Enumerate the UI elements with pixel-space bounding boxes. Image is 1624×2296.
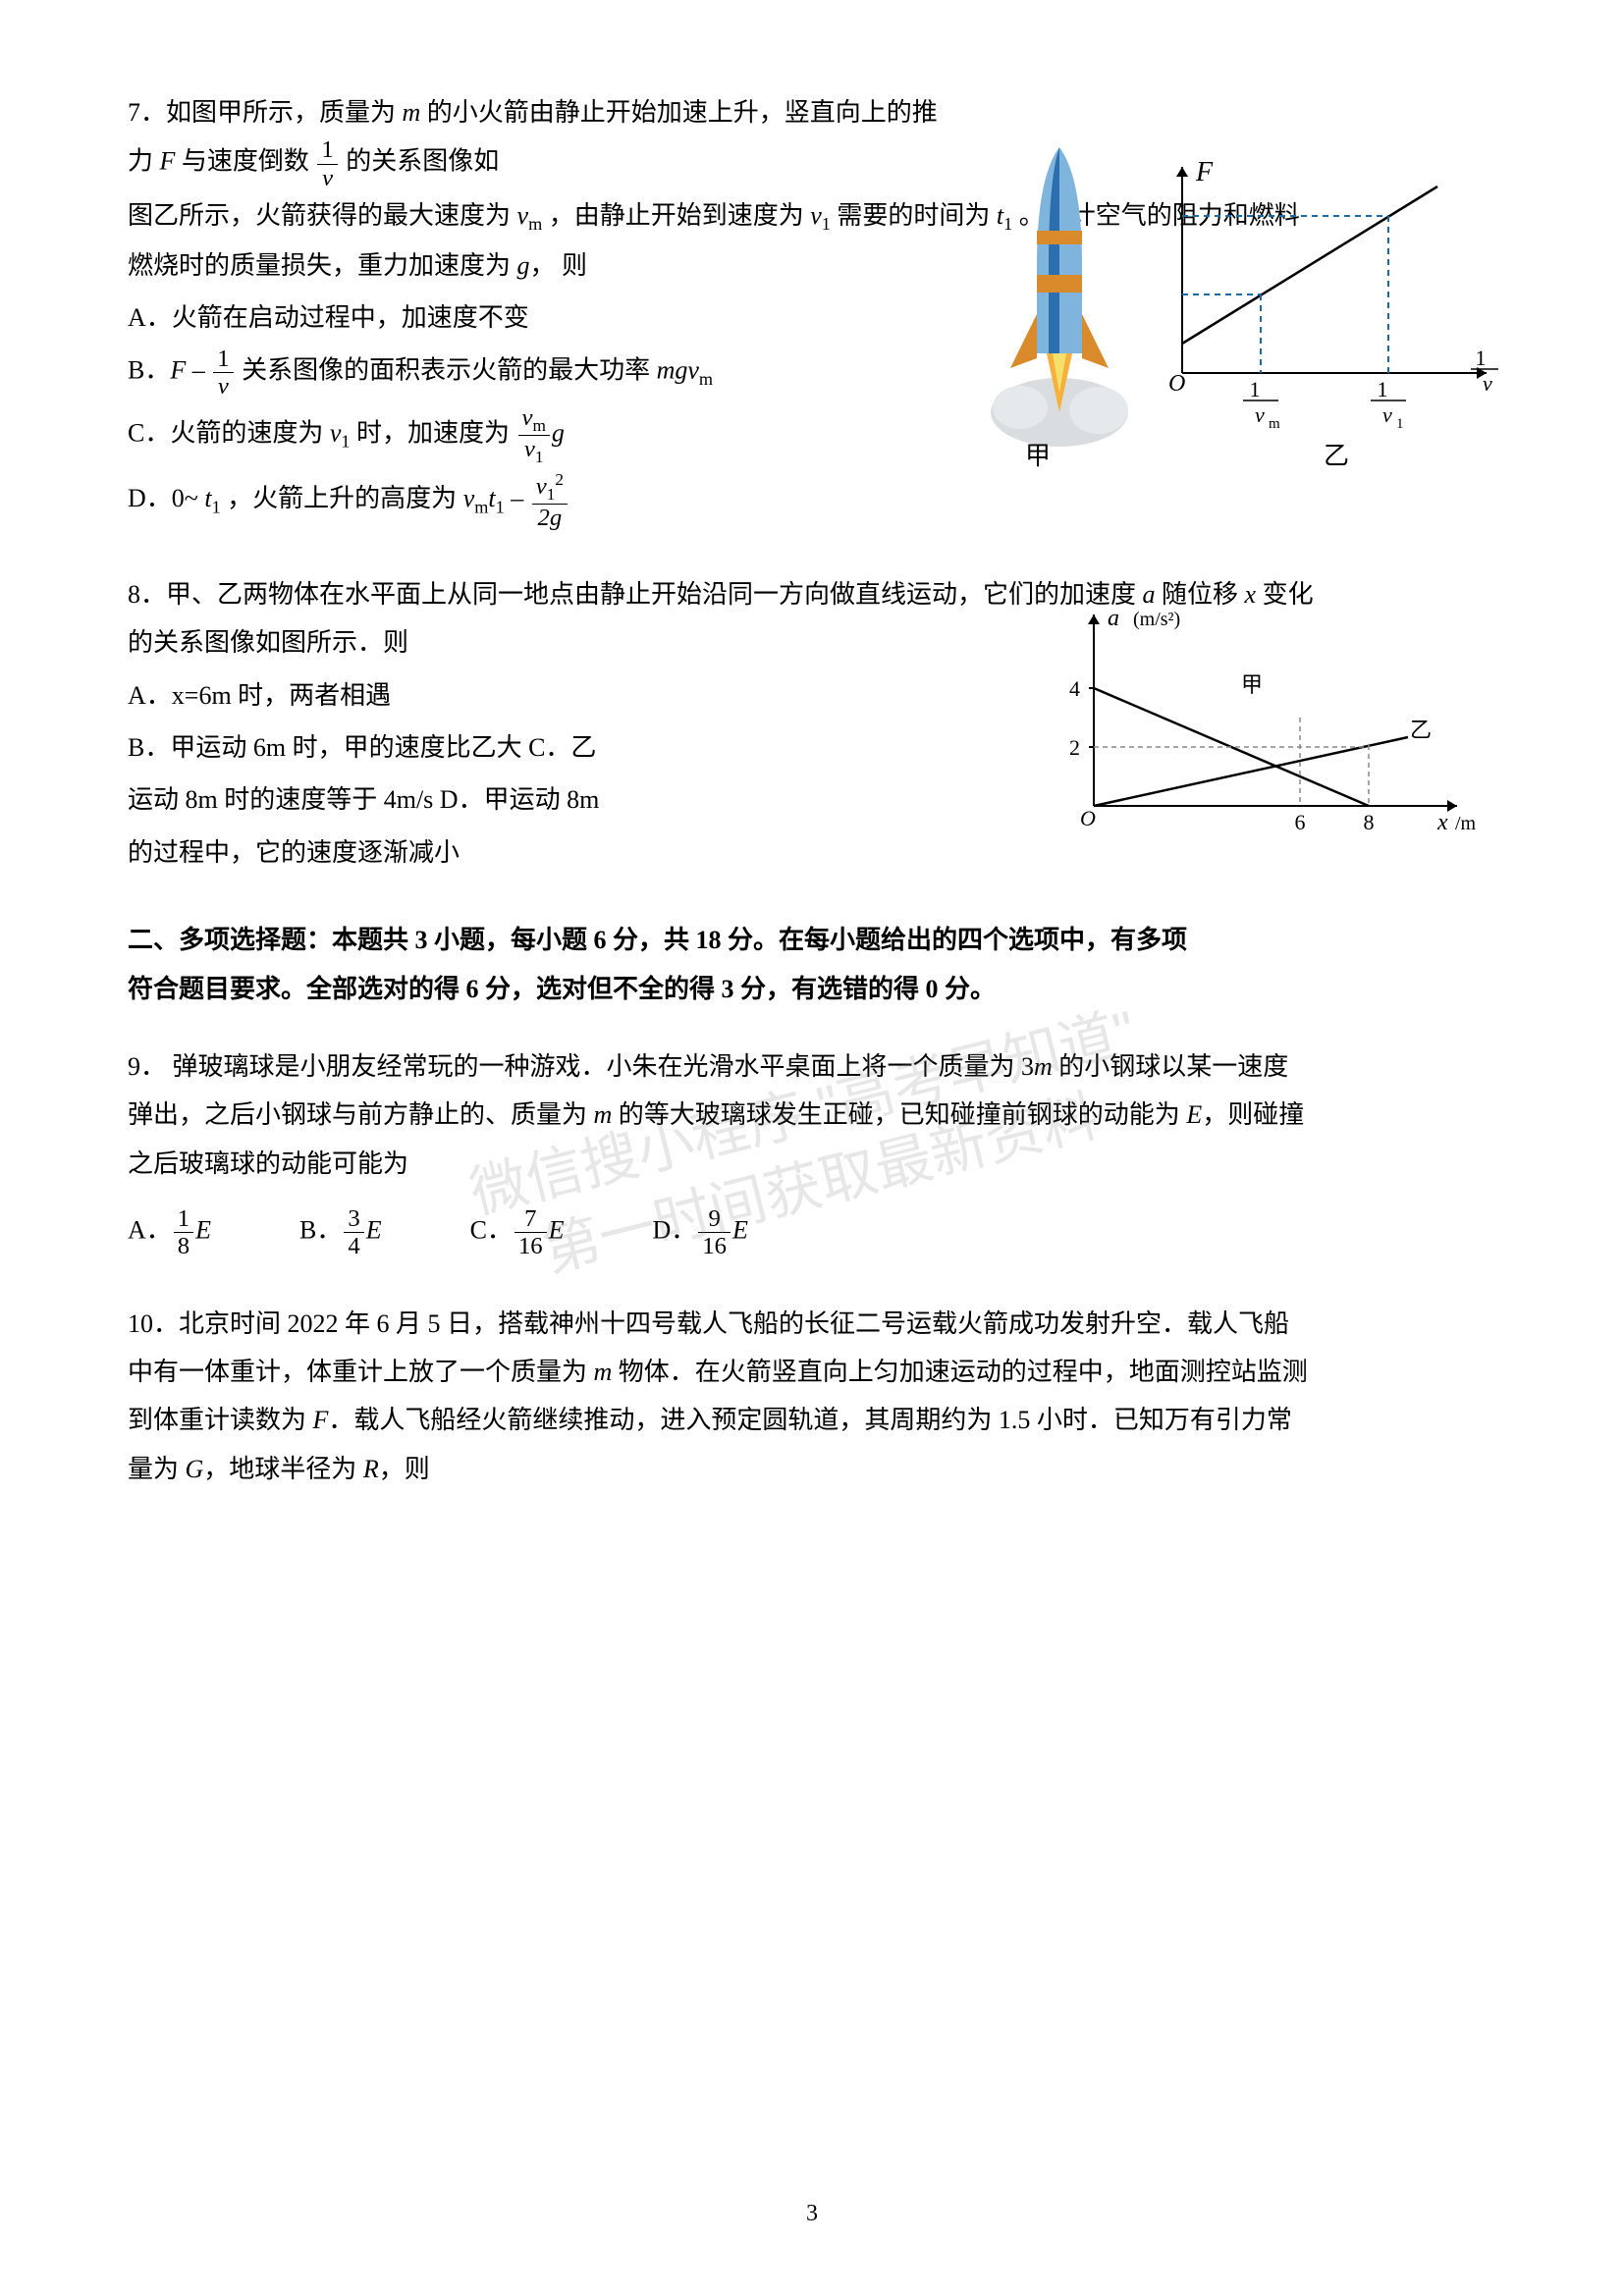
svg-text:甲: 甲	[1241, 672, 1263, 697]
q8-graph: 2 4 6 8 a (m/s²) x /m O 甲 乙	[1045, 600, 1477, 855]
svg-text:(m/s²): (m/s²)	[1133, 609, 1180, 630]
section-2-title: 二、多项选择题：本题共 3 小题，每小题 6 分，共 18 分。在每小题给出的四…	[128, 916, 1496, 1013]
q9-option-d: D．916E	[653, 1205, 748, 1259]
q8-number: 8	[128, 580, 140, 609]
svg-text:v: v	[1483, 371, 1492, 396]
q10-line1: 10．北京时间 2022 年 6 月 5 日，搭载神州十四号载人飞船的长征二号运…	[128, 1300, 1496, 1348]
svg-text:1: 1	[1378, 377, 1388, 401]
q7-option-c: C．火箭的速度为 v1 时，加速度为 vmv1g	[128, 404, 948, 466]
svg-text:1: 1	[1250, 377, 1261, 401]
q9-number: 9	[128, 1052, 140, 1081]
page-number: 3	[806, 2201, 818, 2227]
svg-text:1: 1	[1476, 346, 1487, 370]
q8-text: 8．甲、乙两物体在水平面上从同一地点由静止开始沿同一方向做直线运动，它们的加速度…	[128, 570, 948, 877]
svg-text:v: v	[1382, 402, 1392, 427]
axis-F-label: F	[1195, 157, 1214, 187]
q10-number: 10	[128, 1309, 153, 1338]
q10-line2: 中有一体重计，体重计上放了一个质量为 m 物体．在火箭竖直向上匀加速运动的过程中…	[128, 1348, 1496, 1396]
q7-stem-line3: 燃烧时的质量损失，重力加速度为 g， 则	[128, 241, 948, 290]
q9-option-b: B．34E	[299, 1205, 382, 1259]
question-10: 10．北京时间 2022 年 6 月 5 日，搭载神州十四号载人飞船的长征二号运…	[128, 1300, 1496, 1494]
q7-option-b: B．F – 1v 关系图像的面积表示火箭的最大功率 mgvm	[128, 346, 948, 400]
question-7: 7．如图甲所示，质量为 m 的小火箭由静止开始加速上升，竖直向上的推力 F 与速…	[128, 88, 1496, 531]
svg-text:8: 8	[1364, 810, 1375, 834]
q7-figures: 甲 F O 1 v	[956, 157, 1506, 510]
q9-stem-line2: 弹出，之后小钢球与前方静止的、质量为 m 的等大玻璃球发生正碰，已知碰撞前钢球的…	[128, 1091, 1496, 1139]
svg-text:乙: 乙	[1410, 718, 1432, 742]
question-8: 8．甲、乙两物体在水平面上从同一地点由静止开始沿同一方向做直线运动，它们的加速度…	[128, 570, 1496, 877]
svg-text:6: 6	[1295, 810, 1306, 834]
q7-number: 7	[128, 98, 140, 127]
q10-line3: 到体重计读数为 F．载人飞船经火箭继续推动，进入预定圆轨道，其周期约为 1.5 …	[128, 1396, 1496, 1444]
q7-graph: F O 1 v m 1 v 1 1 v	[1143, 157, 1506, 432]
q8-option-b: B．甲运动 6m 时，甲的速度比乙大 C．乙	[128, 723, 948, 772]
q8-option-d: 的过程中，它的速度逐渐减小	[128, 828, 948, 877]
svg-text:a: a	[1108, 606, 1119, 631]
q8-option-c: 运动 8m 时的速度等于 4m/s D．甲运动 8m	[128, 775, 948, 824]
rocket-icon	[976, 137, 1143, 452]
q7-option-d: D．0~ t1 ，火箭上升的高度为 vmt1 – v122g	[128, 470, 948, 531]
q7-caption-jia: 甲	[1025, 432, 1051, 480]
q8-stem-line2: 的关系图像如图所示．则	[128, 618, 948, 667]
svg-text:1: 1	[1396, 416, 1404, 432]
origin-label: O	[1168, 371, 1185, 397]
svg-text:/m: /m	[1455, 813, 1477, 834]
q9-option-a: A．18E	[128, 1205, 211, 1259]
svg-text:O: O	[1080, 806, 1096, 830]
q7-text: 7．如图甲所示，质量为 m 的小火箭由静止开始加速上升，竖直向上的推力 F 与速…	[128, 88, 948, 531]
q7-stem-line1: 7．如图甲所示，质量为 m 的小火箭由静止开始加速上升，竖直向上的推力 F 与速…	[128, 88, 948, 191]
exam-page: 7．如图甲所示，质量为 m 的小火箭由静止开始加速上升，竖直向上的推力 F 与速…	[0, 0, 1624, 1591]
svg-text:2: 2	[1069, 735, 1080, 760]
question-9: 9． 弹玻璃球是小朋友经常玩的一种游戏．小朱在光滑水平桌面上将一个质量为 3m …	[128, 1042, 1496, 1260]
svg-text:v: v	[1255, 402, 1265, 427]
q10-line4: 量为 G，地球半径为 R，则	[128, 1445, 1496, 1493]
q9-stem-line1: 9． 弹玻璃球是小朋友经常玩的一种游戏．小朱在光滑水平桌面上将一个质量为 3m …	[128, 1042, 1496, 1091]
q7-option-a: A．火箭在启动过程中，加速度不变	[128, 294, 948, 342]
svg-text:m: m	[1269, 416, 1280, 432]
q9-option-c: C．716E	[470, 1205, 565, 1259]
q9-stem-line3: 之后玻璃球的动能可能为	[128, 1140, 1496, 1188]
svg-text:4: 4	[1069, 676, 1080, 701]
q8-option-a: A．x=6m 时，两者相遇	[128, 671, 948, 720]
q7-caption-yi: 乙	[1324, 432, 1349, 480]
q9-options: A．18E B．34E C．716E D．916E	[128, 1205, 1496, 1259]
svg-text:x: x	[1436, 810, 1448, 835]
